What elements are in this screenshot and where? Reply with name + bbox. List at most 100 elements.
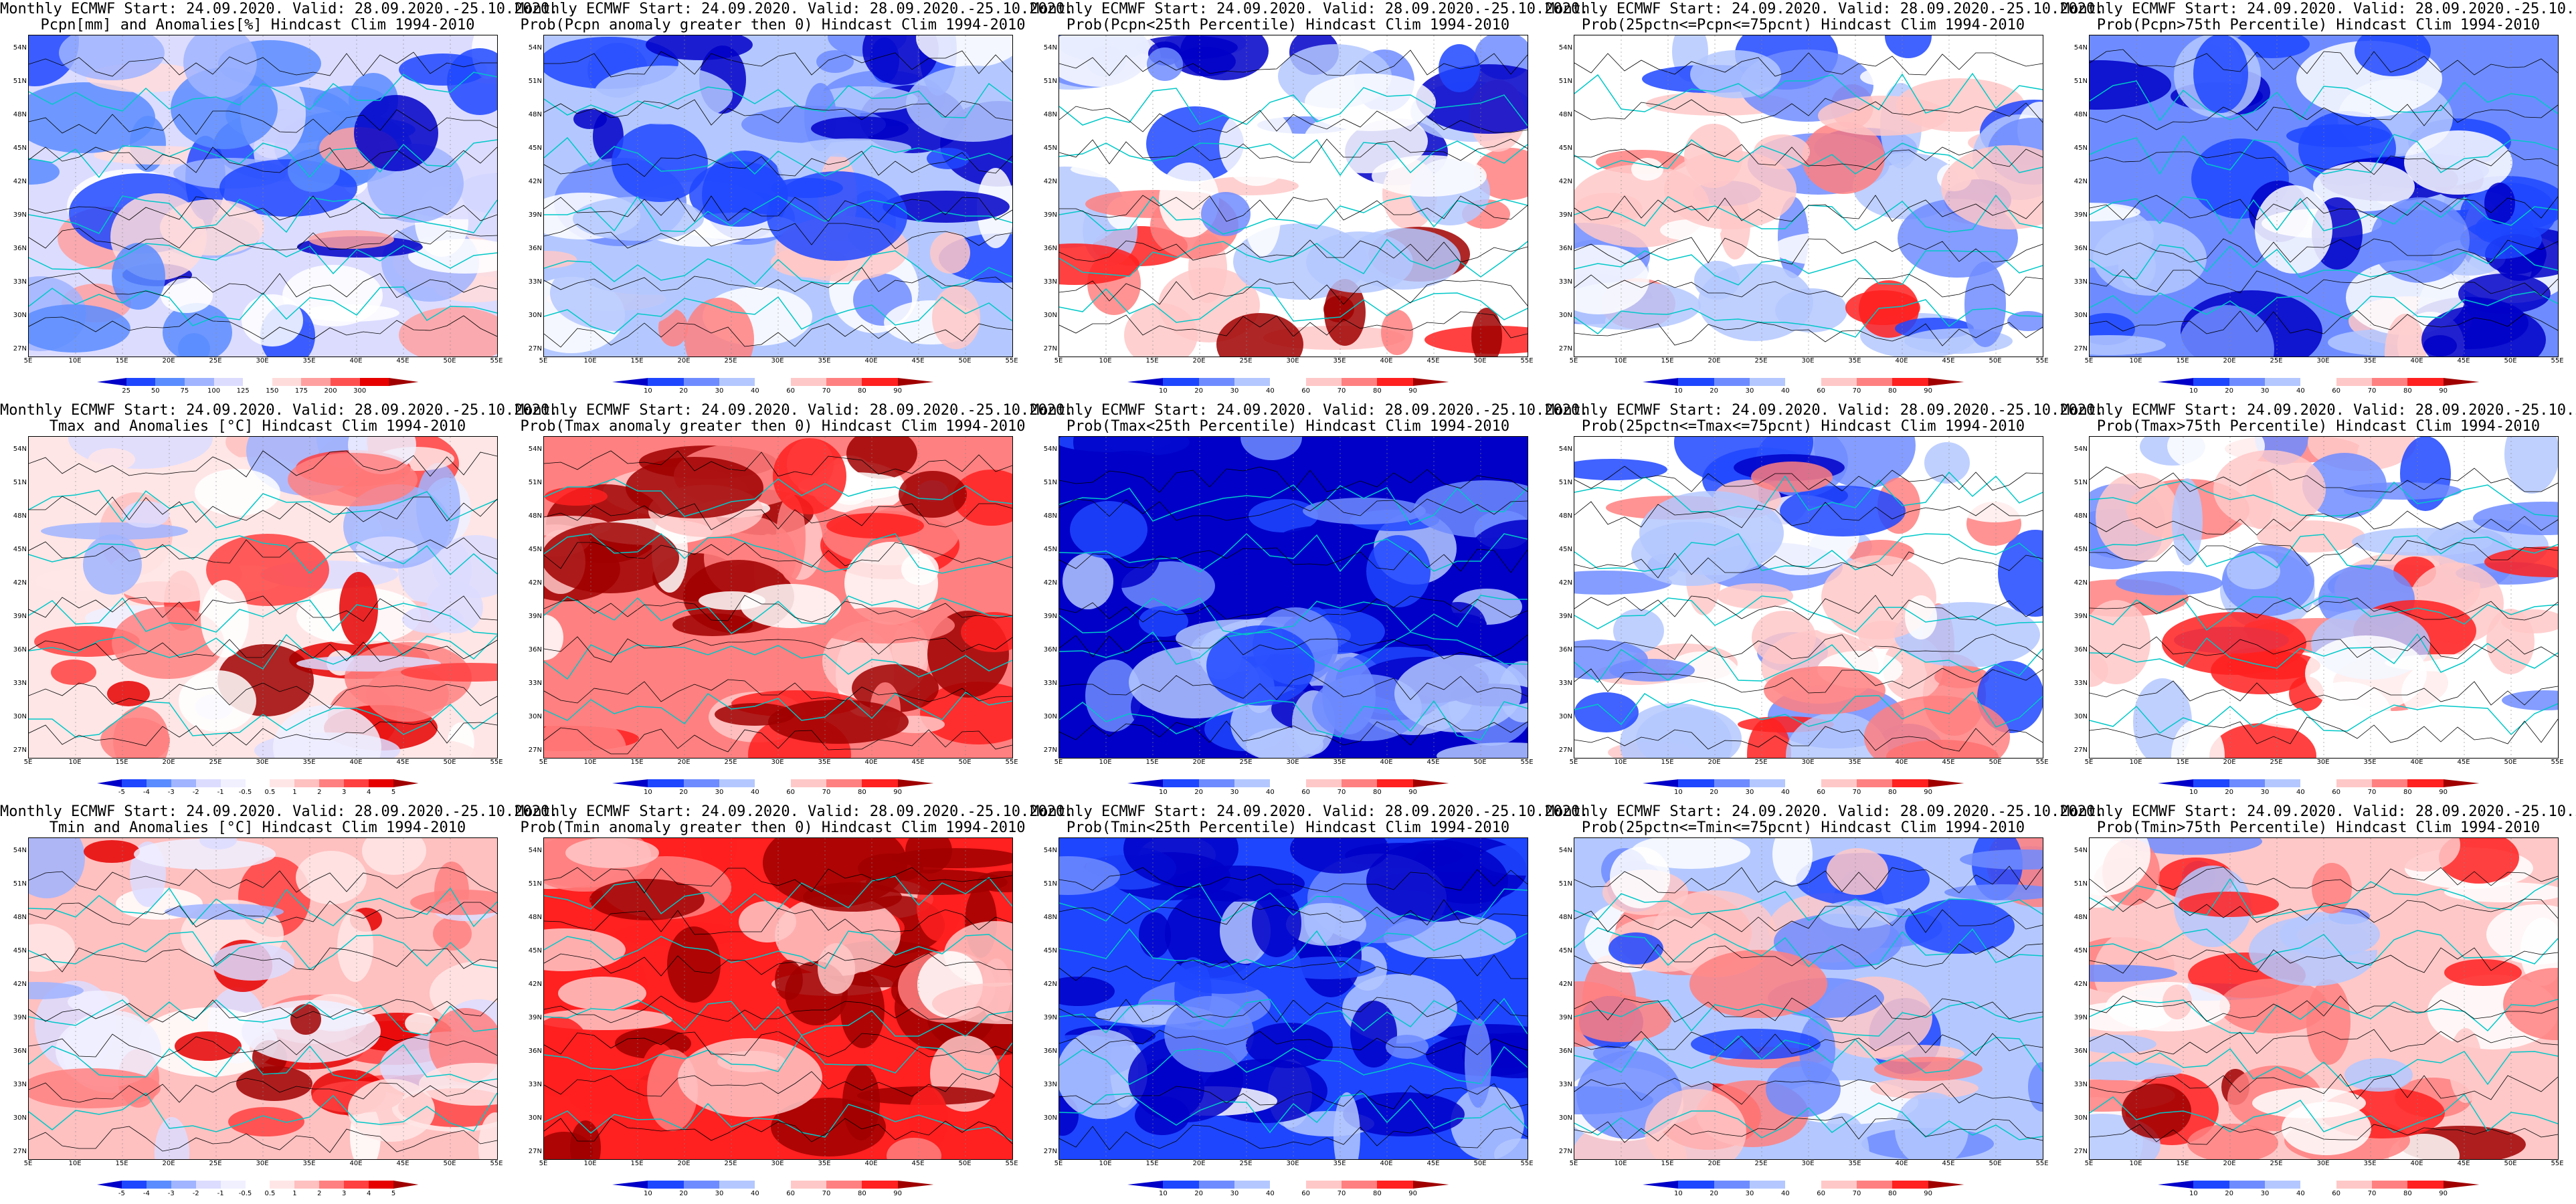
coastline: [1574, 1035, 2043, 1074]
lat-label: 39N: [2074, 1014, 2088, 1021]
colorbar-tick-label: 70: [1852, 789, 1861, 796]
colorbar-segment: [270, 1181, 295, 1189]
field-cell: [573, 197, 704, 241]
colorbar-tick-label: 90: [1924, 789, 1933, 796]
colorbar-segment: [2158, 1181, 2194, 1189]
panel-pcpn-anom: Monthly ECMWF Start: 24.09.2020. Valid: …: [0, 0, 558, 401]
map-field: [28, 35, 498, 357]
field-cell: [883, 191, 1010, 223]
colorbar-tick-label: 20: [2225, 387, 2234, 395]
colorbar-tick-label: 20: [1710, 387, 1719, 395]
lat-label: 33N: [2074, 278, 2088, 286]
map-field: [1574, 35, 2043, 357]
colorbar-tick-label: 0.5: [264, 789, 276, 796]
colorbar-segment: [826, 1181, 862, 1189]
field-cell: [1394, 655, 1522, 732]
field-cell: [544, 251, 577, 268]
field-cell: [1249, 499, 1318, 532]
panel-title-line1: Monthly ECMWF Start: 24.09.2020. Valid: …: [515, 1, 1074, 17]
colorbar-tick-label: 10: [2189, 387, 2198, 395]
field-cell: [2385, 314, 2426, 357]
lon-label: 20E: [1708, 357, 1721, 365]
field-cell: [84, 840, 140, 863]
colorbar-segment: [1412, 378, 1449, 386]
lon-label: 15E: [115, 759, 128, 766]
contour-line: [1574, 668, 2043, 694]
lat-label: 39N: [528, 613, 542, 620]
contour-line: [544, 1071, 1012, 1097]
colorbar-tick-label: 90: [2439, 387, 2448, 395]
contour-line: [544, 595, 1012, 623]
contour-line: [2090, 540, 2558, 567]
colorbar: 10 20 30 40 60 70 80 90: [1643, 1181, 1964, 1197]
field-cell: [296, 851, 367, 904]
lon-label: 55E: [2551, 357, 2564, 365]
lon-label: 5E: [1054, 357, 1063, 365]
field-cell: [1147, 47, 1183, 81]
colorbar-segment: [2372, 1181, 2408, 1189]
colorbar-segment: [146, 779, 172, 787]
lat-label: 54N: [13, 44, 27, 52]
colorbar-segment: [319, 1181, 345, 1189]
colorbar: -5 -4 -3 -2 -1 -0.5 0.5 1 2 3 4 5: [97, 779, 419, 796]
lon-label: 10E: [1614, 1160, 1627, 1167]
colorbar-tick-label: -4: [143, 1190, 150, 1197]
colorbar-tick-label: 30: [2260, 387, 2270, 395]
shaded-field: [1059, 35, 1528, 357]
lat-label: 39N: [1043, 211, 1057, 219]
field-cell: [930, 232, 970, 274]
field-cell: [112, 243, 165, 310]
colorbar: 10 20 30 40 60 70 80 90: [612, 1181, 934, 1197]
lat-label: 39N: [528, 211, 542, 219]
panel-title-line1: Monthly ECMWF Start: 24.09.2020. Valid: …: [1546, 803, 2104, 820]
lon-label: 5E: [1569, 1160, 1578, 1167]
panel-title-line1: Monthly ECMWF Start: 24.09.2020. Valid: …: [1546, 1, 2104, 17]
lon-label: 30E: [1286, 357, 1299, 365]
lat-label: 45N: [1043, 546, 1057, 553]
panel-title-line1: Monthly ECMWF Start: 24.09.2020. Valid: …: [2061, 402, 2576, 419]
lon-label: 55E: [2035, 1160, 2049, 1167]
field-cell: [2449, 1028, 2482, 1103]
field-cell: [1333, 1092, 1360, 1159]
colorbar-tick-label: 60: [1301, 789, 1311, 796]
colorbar-tick-label: -0.5: [238, 1190, 252, 1197]
lat-label: 42N: [1558, 981, 1572, 988]
colorbar-segment: [220, 1181, 246, 1189]
lon-label: 40E: [864, 759, 878, 766]
field-cell: [29, 304, 130, 353]
colorbar-tick-label: 30: [1230, 1190, 1239, 1197]
colorbar-tick-label: 40: [750, 1190, 759, 1197]
lat-label: 39N: [1558, 1014, 1572, 1021]
colorbar-segment: [1234, 378, 1271, 386]
colorbar-segment: [826, 779, 862, 787]
lon-label: 20E: [677, 1160, 691, 1167]
field-cell: [1201, 192, 1251, 236]
field-cell: [2090, 838, 2150, 896]
colorbar-segment: [897, 779, 934, 787]
field-cell: [433, 917, 472, 950]
field-cell: [401, 663, 497, 682]
coastline: [1059, 87, 1528, 126]
colorbar-tick-label: 200: [324, 387, 337, 395]
panel-title: Monthly ECMWF Start: 24.09.2020. Valid: …: [0, 804, 558, 836]
field-cell: [1381, 310, 1413, 355]
lat-label: 30N: [1558, 713, 1572, 720]
colorbar-segment: [897, 378, 934, 386]
panel-title: Monthly ECMWF Start: 24.09.2020. Valid: …: [1030, 403, 1588, 435]
lon-label: 40E: [1895, 1160, 1908, 1167]
field-cell: [2344, 1058, 2413, 1092]
lon-label: 55E: [490, 759, 503, 766]
colorbar-tick-label: 80: [857, 387, 866, 395]
colorbar-tick-label: 80: [1372, 789, 1382, 796]
colorbar-tick-label: 70: [1852, 387, 1861, 395]
colorbar-segment: [897, 1181, 934, 1189]
lat-label: 30N: [1043, 1114, 1057, 1122]
lat-label: 48N: [2074, 914, 2088, 921]
field-cell: [100, 718, 170, 758]
panel-title-line2: Prob(Tmax<25th Percentile) Hindcast Clim…: [1066, 418, 1510, 435]
lon-label: 30E: [771, 759, 784, 766]
lat-label: 48N: [528, 914, 542, 921]
field-cell: [1636, 707, 1742, 758]
lon-label: 15E: [1145, 357, 1159, 365]
colorbar-tick-label: 25: [122, 387, 130, 395]
